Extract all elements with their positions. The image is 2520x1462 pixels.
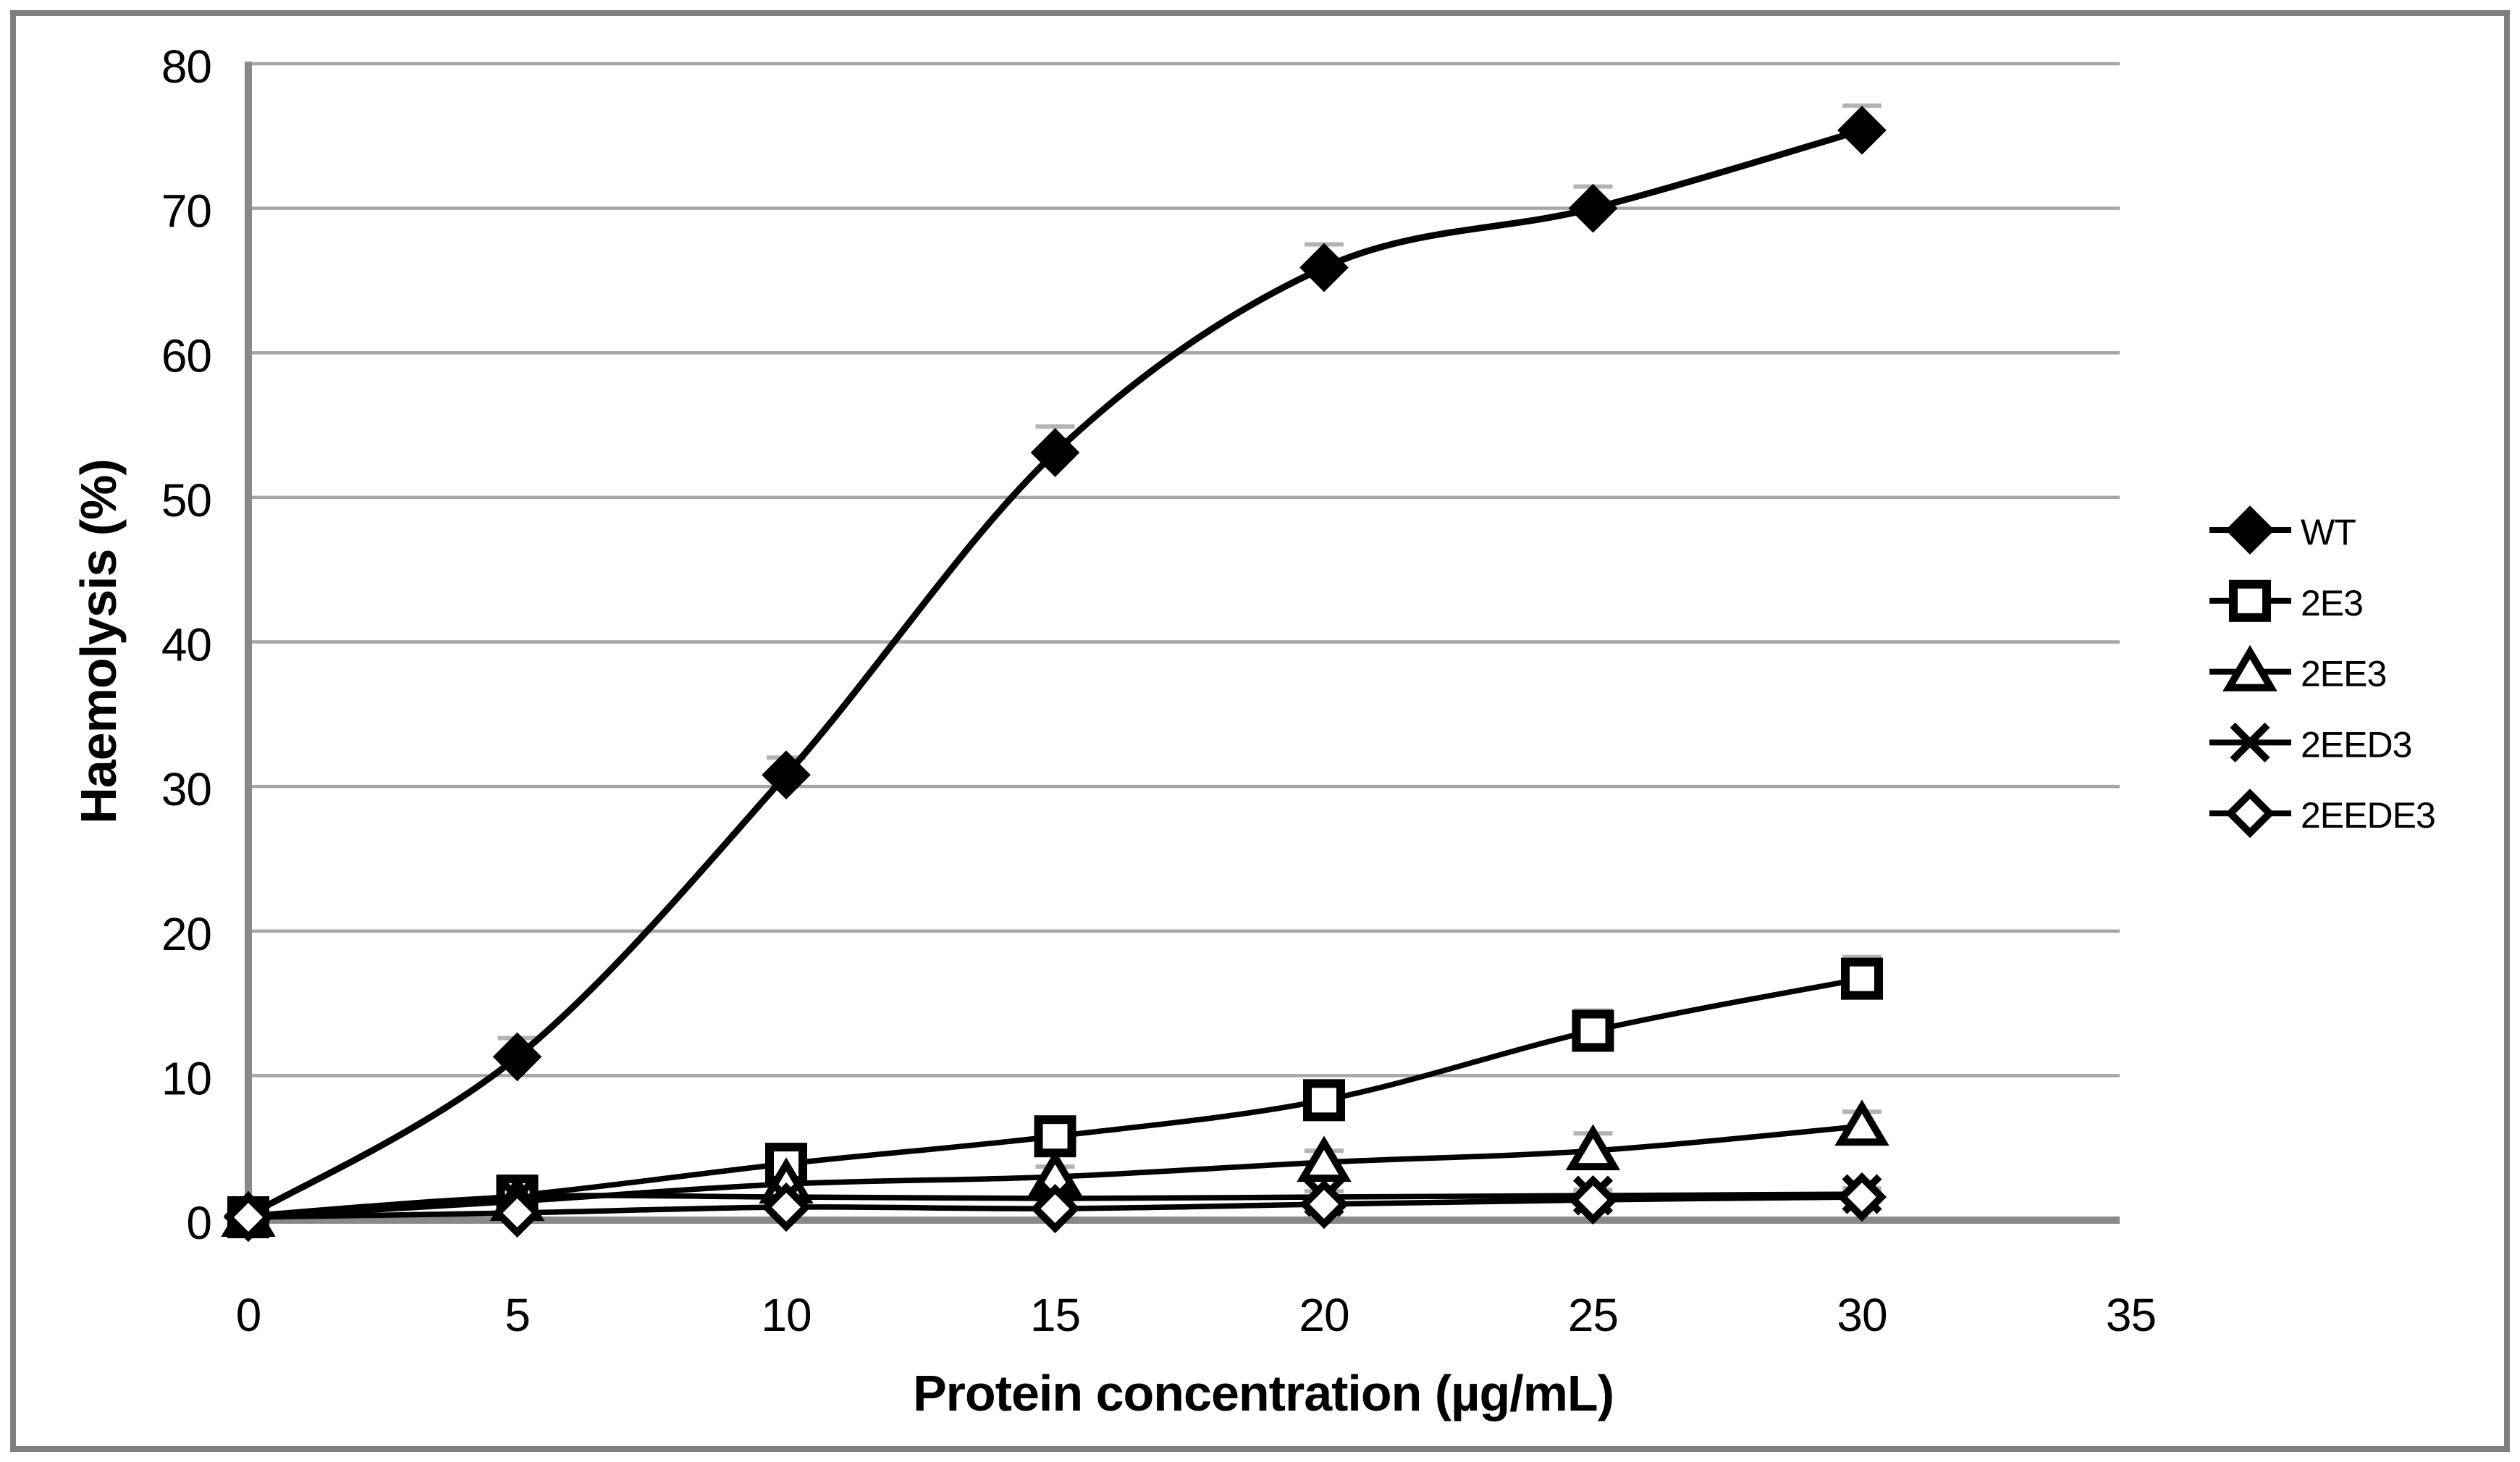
series-line-WT xyxy=(246,127,1863,1219)
y-axis-title: Haemolysis (%) xyxy=(70,459,127,823)
axes xyxy=(245,62,2120,1224)
marker-open-square xyxy=(2229,579,2271,622)
legend-label-2EEDE3: 2EEDE3 xyxy=(2301,795,2435,836)
y-tick-label-60: 60 xyxy=(161,329,211,382)
marker-open-triangle xyxy=(1834,1099,1889,1146)
x-tick-label-0: 0 xyxy=(236,1289,261,1341)
marker-filled-diamond xyxy=(1299,243,1349,293)
series-2EEDE3 xyxy=(223,1172,1887,1243)
marker-filled-diamond xyxy=(2225,505,2275,555)
legend-item-2EEDE3: 2EEDE3 xyxy=(2209,789,2436,839)
y-tick-label-0: 0 xyxy=(186,1197,211,1249)
marker-open-triangle xyxy=(1297,1135,1352,1182)
marker-open-square xyxy=(1841,957,1883,1000)
legend-item-2EE3: 2EE3 xyxy=(2209,644,2387,694)
legend-item-WT: WT xyxy=(2209,505,2356,555)
x-axis-title: Protein concentration (µg/mL) xyxy=(913,1365,1614,1421)
marker-open-diamond xyxy=(1568,1175,1618,1225)
marker-open-diamond xyxy=(1299,1179,1349,1230)
marker-open-diamond xyxy=(223,1192,274,1243)
x-tick-label-35: 35 xyxy=(2106,1289,2156,1341)
legend-label-2EE3: 2EE3 xyxy=(2301,654,2386,694)
y-tick-label-10: 10 xyxy=(161,1052,211,1104)
x-tick-label-20: 20 xyxy=(1299,1289,1349,1341)
marker-filled-diamond xyxy=(1837,105,1887,155)
legend-item-2E3: 2E3 xyxy=(2209,579,2364,623)
figure-border xyxy=(10,10,2510,1452)
x-tick-labels: 0 5 10 15 20 25 30 35 xyxy=(236,1289,2157,1341)
y-tick-label-80: 80 xyxy=(161,41,211,93)
y-tick-label-20: 20 xyxy=(161,908,211,960)
y-tick-labels: 0 10 20 30 40 50 60 70 80 xyxy=(161,41,212,1249)
marker-open-diamond xyxy=(1837,1172,1887,1222)
marker-open-square xyxy=(1303,1079,1345,1122)
marker-open-triangle xyxy=(1565,1124,1621,1171)
marker-filled-diamond xyxy=(492,1032,542,1082)
marker-open-triangle xyxy=(2222,644,2277,692)
marker-open-diamond xyxy=(1030,1183,1080,1234)
marker-open-square xyxy=(1572,1009,1614,1052)
legend-label-2E3: 2E3 xyxy=(2301,583,2363,623)
marker-x-cross xyxy=(2230,722,2270,762)
y-tick-label-40: 40 xyxy=(161,619,211,671)
marker-filled-diamond xyxy=(1030,428,1080,477)
marker-open-diamond xyxy=(492,1188,542,1238)
marker-open-diamond xyxy=(2225,789,2275,839)
x-tick-label-10: 10 xyxy=(761,1289,811,1341)
legend: WT 2E3 2EE3 2EED3 2EEDE3 xyxy=(2209,505,2436,839)
y-tick-label-30: 30 xyxy=(161,763,211,815)
y-tick-label-50: 50 xyxy=(161,474,211,526)
series-WT xyxy=(224,105,1887,1240)
legend-label-2EED3: 2EED3 xyxy=(2301,724,2411,765)
x-tick-label-25: 25 xyxy=(1568,1289,1618,1341)
marker-filled-diamond xyxy=(762,750,811,799)
marker-open-diamond xyxy=(761,1182,812,1232)
y-tick-label-70: 70 xyxy=(161,185,211,238)
gridlines xyxy=(248,62,2120,1077)
x-tick-label-15: 15 xyxy=(1030,1289,1080,1341)
marker-open-square xyxy=(1034,1115,1076,1158)
x-tick-label-30: 30 xyxy=(1837,1289,1887,1341)
error-bars xyxy=(229,103,1881,1218)
marker-filled-diamond xyxy=(1568,183,1618,233)
x-tick-label-5: 5 xyxy=(505,1289,530,1341)
legend-item-2EED3: 2EED3 xyxy=(2209,722,2412,765)
legend-label-WT: WT xyxy=(2301,512,2356,553)
